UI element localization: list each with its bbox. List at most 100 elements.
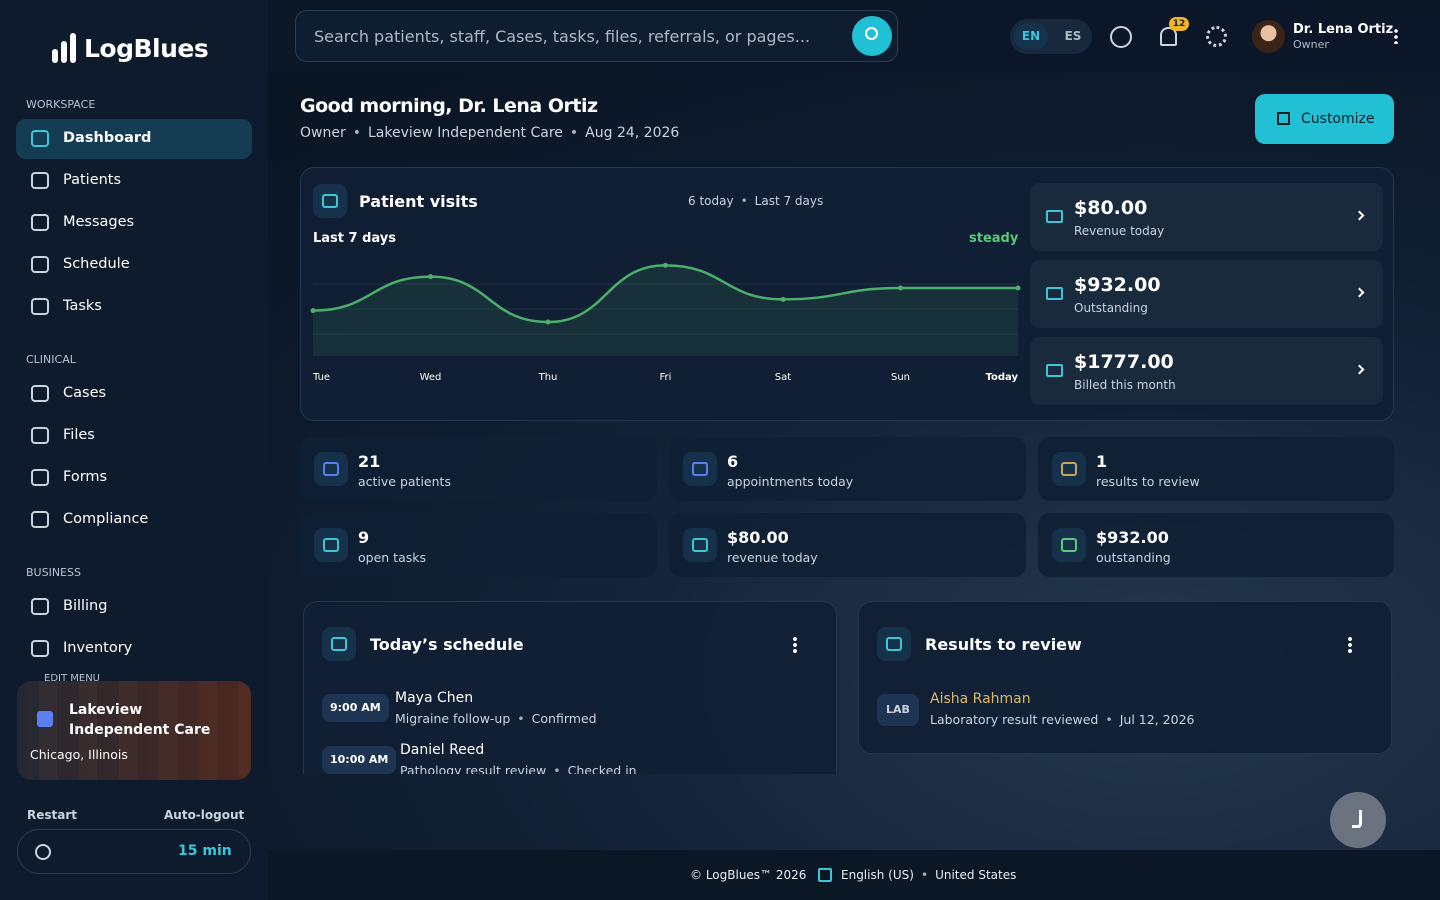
schedule-card: Today’s schedule 9:00 AM Maya Chen Migraine… <box>303 601 837 774</box>
nav-item[interactable]: Forms <box>16 458 252 498</box>
glyph <box>331 637 347 651</box>
trend-label: steady <box>969 231 1019 246</box>
line-point <box>898 285 903 291</box>
visits-meta-part: Last 7 days <box>734 194 824 208</box>
results-title: Results to review <box>925 635 1082 654</box>
nav-item[interactable]: Cases <box>16 374 252 414</box>
visits-title: Patient visits <box>359 192 478 211</box>
visits-meta-part: 6 today <box>688 194 734 208</box>
customize-button[interactable]: Customize <box>1255 94 1394 144</box>
money-card[interactable]: $1777.00 Billed this month <box>1030 337 1383 405</box>
icon <box>313 184 347 218</box>
stat-card: 1 results to review <box>1038 437 1394 501</box>
schedule-menu[interactable] <box>793 636 797 654</box>
appointment-details: Migraine follow-upConfirmed <box>395 711 597 726</box>
stat-label: active patients <box>358 474 451 489</box>
user-name: Dr. Lena Ortiz <box>1293 22 1394 37</box>
nav-item[interactable]: Files <box>16 416 252 456</box>
nav-label: Dashboard <box>63 130 152 146</box>
nav-icon <box>31 385 49 402</box>
stat-value: 9 <box>358 528 370 547</box>
restart-button[interactable] <box>35 844 51 860</box>
nav-item[interactable]: Dashboard <box>16 119 252 159</box>
line-area <box>313 265 1018 356</box>
nav-item[interactable]: Tasks <box>16 287 252 327</box>
line-point <box>780 296 786 302</box>
location-card[interactable]: Lakeview Independent Care Chicago, Illino… <box>17 681 251 780</box>
detail: Checked in <box>546 763 636 774</box>
detail: Jul 12, 2026 <box>1098 712 1194 727</box>
edit-menu[interactable]: EDIT MENU <box>44 673 101 684</box>
glyph <box>323 462 339 476</box>
nav-item[interactable]: Schedule <box>16 245 252 285</box>
footer <box>268 850 1440 900</box>
search-button[interactable] <box>852 16 892 56</box>
appointment-name: Daniel Reed <box>400 742 485 758</box>
nav-label: Files <box>63 427 95 443</box>
icon <box>683 452 717 486</box>
stat-label: revenue today <box>727 550 818 565</box>
logo-bar <box>52 49 58 63</box>
schedule-title: Today’s schedule <box>370 635 524 654</box>
notification-badge: 12 <box>1169 17 1189 31</box>
notifications-button[interactable] <box>1160 27 1177 46</box>
nav-label: Cases <box>63 385 107 401</box>
section-title: CLINICAL <box>26 353 76 366</box>
icon <box>1052 528 1086 562</box>
section-title: WORKSPACE <box>26 98 96 111</box>
icon <box>322 627 356 661</box>
visits-period: Last 7 days <box>313 231 396 246</box>
language-option[interactable]: ES <box>1064 29 1082 43</box>
stat-card: $932.00 outstanding <box>1038 513 1394 577</box>
money-card[interactable]: $932.00 Outstanding <box>1030 260 1383 328</box>
glyph <box>322 194 338 208</box>
result-name: Aisha Rahman <box>930 691 1031 707</box>
nav-item[interactable]: Messages <box>16 203 252 243</box>
nav-icon <box>31 598 49 615</box>
customize-glyph <box>1277 112 1290 125</box>
stat-label: open tasks <box>358 550 426 565</box>
nav-item[interactable]: Patients <box>16 161 252 201</box>
subtitle-part: Lakeview Independent Care <box>346 125 563 141</box>
visits-meta: 6 todayLast 7 days <box>688 194 823 208</box>
nav-label: Billing <box>63 598 108 614</box>
money-value: $80.00 <box>1074 197 1148 219</box>
nav-item[interactable]: Inventory <box>16 629 252 669</box>
line-point <box>545 319 551 325</box>
language-option[interactable]: EN <box>1014 23 1048 50</box>
x-tick-label: Sat <box>775 372 791 383</box>
footer-copyright: © LogBlues™ 2026 <box>690 868 807 882</box>
settings-button[interactable] <box>1206 26 1227 47</box>
stat-label: results to review <box>1096 474 1200 489</box>
user-menu[interactable] <box>1394 28 1398 44</box>
logout-box: 15 min <box>17 829 251 874</box>
results-menu[interactable] <box>1348 636 1352 654</box>
logo <box>52 33 76 63</box>
footer-language[interactable]: English (US) <box>841 868 914 882</box>
help-button[interactable] <box>1110 26 1132 48</box>
x-tick-label: Sun <box>891 372 910 383</box>
footer-region: United States <box>914 868 1016 882</box>
nav-icon <box>31 298 49 315</box>
language-toggle: EN ES <box>1010 19 1092 54</box>
nav-item[interactable]: Billing <box>16 587 252 627</box>
subtitle-part: Owner <box>300 125 346 141</box>
money-card[interactable]: $80.00 Revenue today <box>1030 183 1383 251</box>
search-box[interactable]: Search patients, staff, Cases, tasks, fi… <box>295 10 898 62</box>
music-glyph <box>1352 810 1362 828</box>
icon <box>1052 452 1086 486</box>
music-button[interactable] <box>1330 792 1386 848</box>
glyph <box>1061 538 1077 552</box>
result-details: Laboratory result reviewedJul 12, 2026 <box>930 712 1194 727</box>
search-glyph <box>865 27 878 40</box>
avatar[interactable] <box>1252 20 1285 53</box>
nav-icon <box>31 256 49 273</box>
stat-value: 1 <box>1096 452 1108 471</box>
result-tag: LAB <box>877 694 919 726</box>
nav-icon <box>31 640 49 657</box>
stat-value: $932.00 <box>1096 528 1169 547</box>
nav-item[interactable]: Compliance <box>16 500 252 540</box>
detail: Confirmed <box>510 711 596 726</box>
timeout-select[interactable]: 15 min <box>178 843 232 859</box>
stat-value: 21 <box>358 452 381 471</box>
